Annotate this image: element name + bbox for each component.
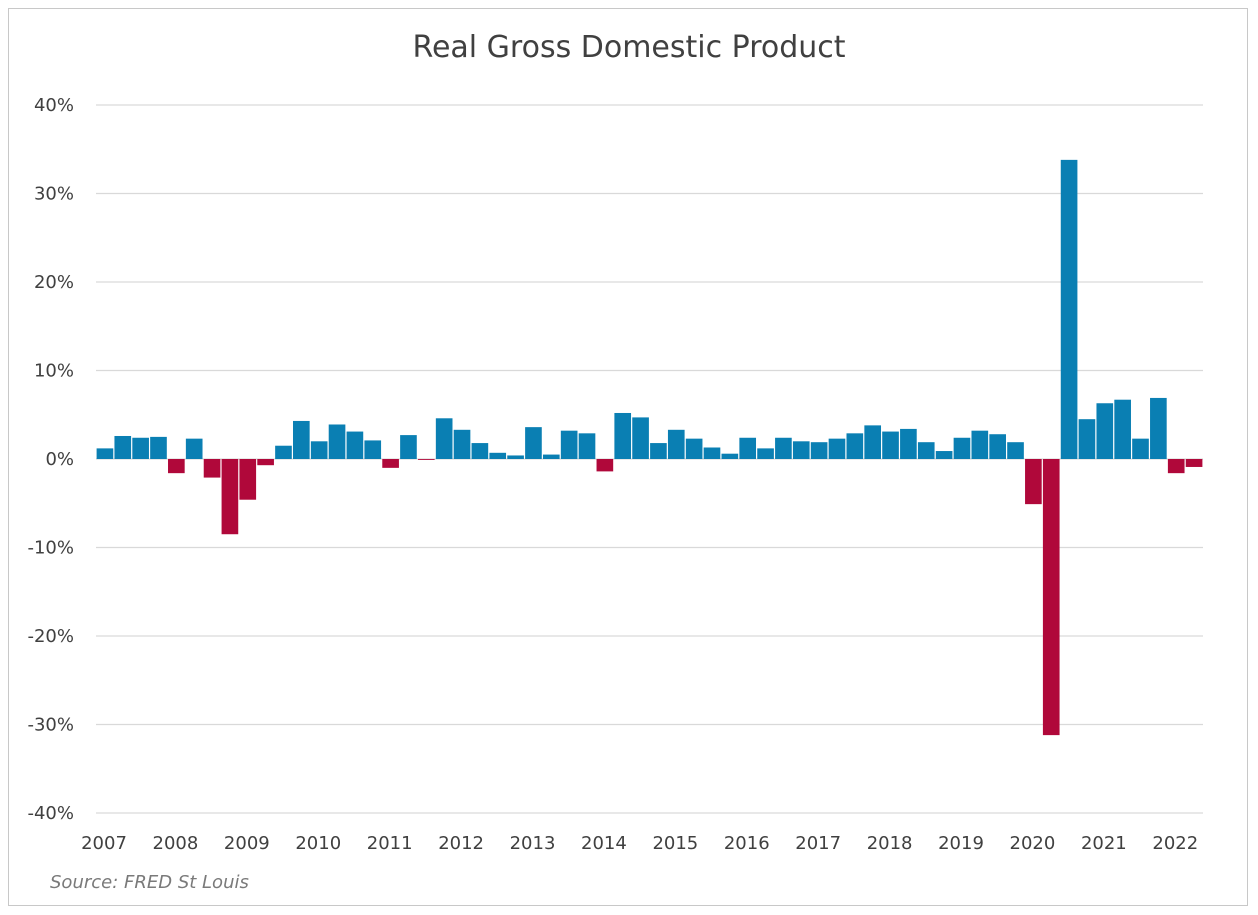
source-note: Source: FRED St Louis [50,872,249,893]
bar-2010-q2 [328,424,346,459]
bar-2011-q1 [382,459,399,468]
bar-2015-q1 [667,429,685,459]
x-tick-label-2011: 2011 [367,833,413,854]
y-tick-label: 40% [34,95,74,116]
x-tick-label-2009: 2009 [224,833,270,854]
x-tick-label-2007: 2007 [81,833,127,854]
bar-2019-q3 [989,434,1006,459]
bar-2016-q2 [757,448,774,459]
bar-2014-q1 [596,459,614,472]
x-tick-label-2014: 2014 [581,833,627,854]
y-axis-tick-labels: -40% -30% -20% -10% 0% 10% 20% 30% 40% [27,95,74,824]
bar-2018-q1 [882,431,899,459]
bar-2008-q4 [221,459,239,535]
bar-2011-q2 [400,435,417,459]
x-axis-tick-labels: 2007 2008 2009 2010 2011 2012 2013 2014 2015 2016… [81,833,1198,854]
bar-2020-q4 [1078,419,1096,459]
bar-2007-q2 [114,435,132,459]
bar-2010-q4 [364,440,382,459]
bar-2009-q2 [257,459,274,466]
bar-2016-q3 [775,437,792,459]
bar-2013-q2 [542,454,560,459]
bar-2007-q4 [150,436,167,460]
bar-2015-q4 [721,453,739,459]
bar-2021-q4 [1150,397,1167,459]
x-tick-label-2019: 2019 [938,833,984,854]
bar-2018-q2 [900,428,917,459]
bar-2021-q3 [1132,438,1149,459]
bar-2015-q2 [685,438,703,459]
x-tick-label-2013: 2013 [510,833,556,854]
x-tick-label-2010: 2010 [295,833,341,854]
x-tick-label-2022: 2022 [1152,833,1198,854]
bar-2013-q4 [578,433,596,459]
bar-2014-q3 [632,417,649,459]
bar-2019-q1 [953,437,971,459]
bar-2019-q2 [971,430,989,459]
bar-2020-q1 [1025,459,1042,505]
bar-2012-q4 [507,455,524,459]
x-tick-label-2012: 2012 [438,833,484,854]
y-tick-label: 10% [34,361,74,382]
bar-2012-q3 [489,452,507,459]
bar-2017-q4 [864,425,882,459]
bar-2021-q2 [1114,399,1131,459]
bar-2017-q2 [828,438,846,459]
bar-series [96,159,1203,736]
y-tick-label: 20% [34,272,74,293]
bar-2007-q3 [132,437,149,459]
bar-2008-q2 [185,438,203,459]
bar-2014-q4 [650,443,667,459]
y-tick-label: -10% [27,538,74,559]
bar-2013-q3 [560,430,578,459]
bar-2010-q3 [346,431,364,459]
bar-2022-q1 [1167,459,1185,474]
bar-2008-q3 [203,459,221,478]
bar-2014-q2 [614,412,632,459]
x-tick-label-2016: 2016 [724,833,770,854]
x-tick-label-2021: 2021 [1081,833,1127,854]
bar-2009-q1 [239,459,257,500]
y-tick-label: -20% [27,626,74,647]
y-tick-label: 0% [45,449,74,470]
bar-2013-q1 [525,427,542,459]
bar-2015-q3 [703,447,721,459]
bar-2008-q1 [168,459,185,474]
y-tick-label: 30% [34,184,74,205]
bar-2011-q3 [417,459,435,460]
bar-2007-q1 [96,448,114,459]
bar-2017-q3 [846,433,864,459]
bar-2009-q3 [275,445,292,459]
bar-2016-q4 [792,441,810,459]
bar-2021-q1 [1096,403,1114,459]
bar-2018-q4 [935,451,953,459]
bar-2016-q1 [739,437,757,459]
bar-2020-q2 [1042,459,1060,736]
bar-2020-q3 [1060,159,1078,459]
x-tick-label-2008: 2008 [153,833,199,854]
x-tick-label-2015: 2015 [652,833,698,854]
bar-2018-q3 [917,442,935,459]
bar-2009-q4 [293,420,310,459]
gridlines [96,104,1203,814]
x-tick-label-2020: 2020 [1010,833,1056,854]
chart-title: Real Gross Domestic Product [412,30,846,65]
bar-2011-q4 [435,418,453,459]
y-tick-label: -30% [27,715,74,736]
bar-2019-q4 [1007,442,1024,459]
y-tick-label: -40% [27,803,74,824]
bar-2012-q1 [453,429,471,459]
bar-2017-q1 [810,442,828,459]
bar-2022-q2 [1185,459,1203,467]
bar-2012-q2 [471,443,489,459]
x-tick-label-2018: 2018 [867,833,913,854]
x-tick-label-2017: 2017 [795,833,841,854]
bar-2010-q1 [310,441,328,459]
